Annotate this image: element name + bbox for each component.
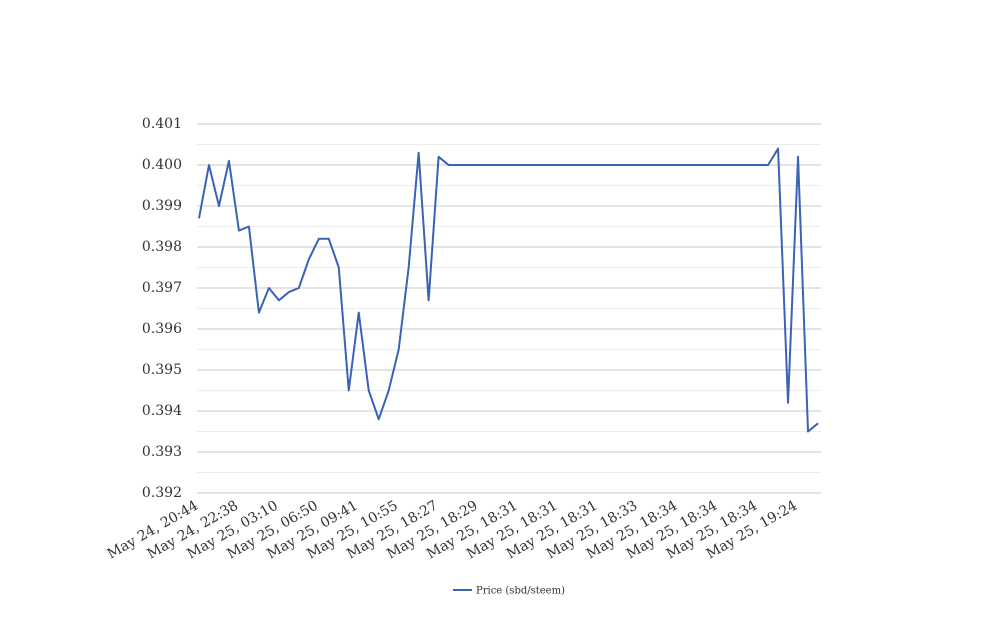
y-tick-label: 0.396 <box>142 321 182 337</box>
y-tick-label: 0.398 <box>142 239 182 255</box>
price-line <box>198 147 819 433</box>
y-tick-label: 0.395 <box>142 362 182 378</box>
y-tick-label: 0.393 <box>142 444 182 460</box>
y-tick-label: 0.399 <box>142 198 182 214</box>
y-tick-label: 0.401 <box>142 116 182 132</box>
y-tick-label: 0.397 <box>142 280 182 296</box>
y-tick-label: 0.400 <box>142 157 182 173</box>
legend-label: Price (sbd/steem) <box>476 586 565 597</box>
y-tick-label: 0.392 <box>142 485 182 501</box>
y-tick-label: 0.394 <box>142 403 182 419</box>
